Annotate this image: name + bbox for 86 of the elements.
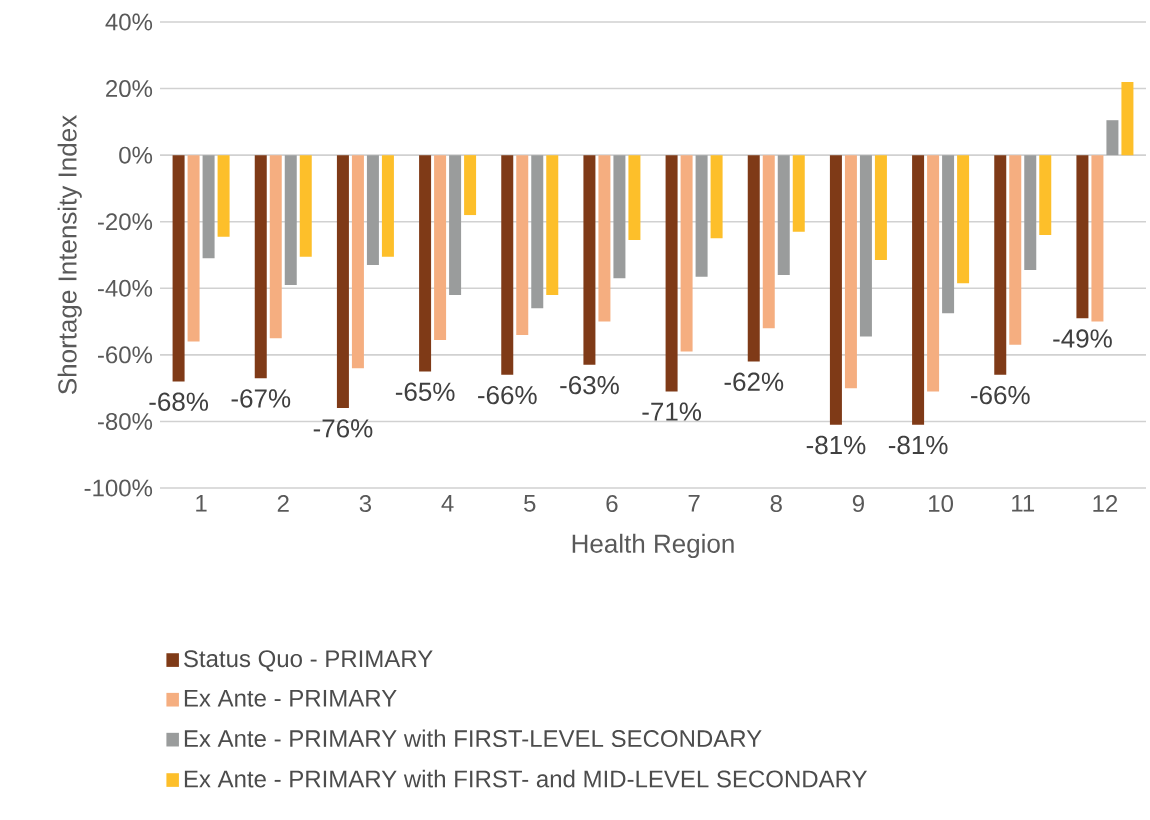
bar	[957, 155, 970, 284]
bar	[254, 155, 267, 379]
bar	[1091, 155, 1104, 322]
bar	[1106, 120, 1119, 156]
data-label: -66%	[971, 385, 1030, 405]
x-tick-label: 2	[277, 495, 289, 512]
y-axis-title: Shortage Intensity Index	[57, 115, 82, 395]
data-label: -63%	[560, 375, 619, 395]
y-tick-label: -100%	[84, 479, 153, 497]
data-label: -81%	[806, 435, 866, 455]
x-tick-label: 6	[606, 495, 618, 513]
y-tick-label: -60%	[97, 346, 153, 364]
x-tick-label: 8	[770, 495, 782, 513]
bar	[516, 155, 529, 335]
bar	[829, 155, 842, 425]
bar	[598, 155, 611, 322]
bar	[710, 155, 723, 239]
bar	[994, 155, 1007, 375]
bar	[366, 155, 379, 265]
data-label: -62%	[724, 372, 784, 391]
bar	[284, 155, 297, 285]
bar	[859, 155, 872, 337]
y-tick-label: -40%	[97, 279, 153, 297]
bar	[912, 155, 925, 425]
bar	[613, 155, 626, 279]
bar	[665, 155, 678, 392]
bar	[1039, 155, 1052, 236]
bar	[172, 155, 185, 382]
bar	[1121, 81, 1134, 156]
bar	[583, 155, 596, 365]
y-tick-label: -80%	[97, 412, 153, 430]
x-tick-label: 1	[196, 495, 207, 512]
x-tick-label: 5	[524, 495, 536, 512]
x-tick-label: 10	[929, 495, 954, 513]
bar	[217, 155, 230, 237]
y-tick-label: 20%	[106, 80, 153, 98]
x-tick-label: 11	[1012, 495, 1035, 512]
bar	[202, 155, 215, 259]
x-tick-label: 12	[1093, 495, 1118, 512]
bar	[419, 155, 432, 372]
data-label: -71%	[642, 402, 702, 421]
legend-label: Ex Ante - PRIMARY with FIRST- and MID-LEVEL SECONDARY	[184, 769, 867, 788]
bar	[351, 155, 364, 369]
bar	[844, 155, 857, 389]
bar	[464, 155, 477, 216]
bar	[269, 155, 282, 339]
bar	[747, 155, 760, 362]
bar	[546, 155, 559, 295]
x-axis-title: Health Region	[572, 533, 734, 559]
bar	[187, 155, 200, 342]
legend-label: Status Quo - PRIMARY	[184, 650, 433, 672]
bar	[942, 155, 955, 314]
bar	[1076, 155, 1089, 319]
bar	[792, 155, 805, 232]
bar	[1009, 155, 1022, 345]
bar	[434, 155, 447, 340]
bar	[695, 155, 708, 277]
data-label: -66%	[478, 385, 537, 405]
data-label: -67%	[231, 389, 291, 408]
y-tick-label: -20%	[97, 213, 153, 231]
x-tick-label: 7	[688, 495, 700, 512]
bar	[531, 155, 544, 309]
bar	[336, 155, 349, 409]
bar	[777, 155, 790, 275]
legend-label: Ex Ante - PRIMARY with FIRST-LEVEL SECONDARY	[184, 729, 762, 748]
bar	[381, 155, 394, 257]
data-label: -68%	[149, 392, 209, 411]
data-label: -49%	[1053, 329, 1112, 348]
data-label: -65%	[395, 382, 455, 401]
y-tick-label: 0%	[119, 146, 153, 164]
bar	[762, 155, 775, 329]
x-tick-label: 9	[852, 495, 864, 513]
bar	[1024, 155, 1037, 270]
bar	[628, 155, 641, 241]
legend-label: Ex Ante - PRIMARY	[184, 689, 397, 707]
bar	[299, 155, 312, 257]
bar	[874, 155, 887, 260]
x-tick-label: 3	[359, 495, 372, 513]
bar	[680, 155, 693, 352]
data-label: -81%	[888, 435, 948, 455]
y-tick-label: 40%	[105, 13, 153, 31]
bar	[927, 155, 940, 392]
x-tick-label: 4	[441, 495, 454, 512]
bar	[501, 155, 514, 375]
data-label: -76%	[313, 419, 373, 438]
bar	[449, 155, 462, 295]
